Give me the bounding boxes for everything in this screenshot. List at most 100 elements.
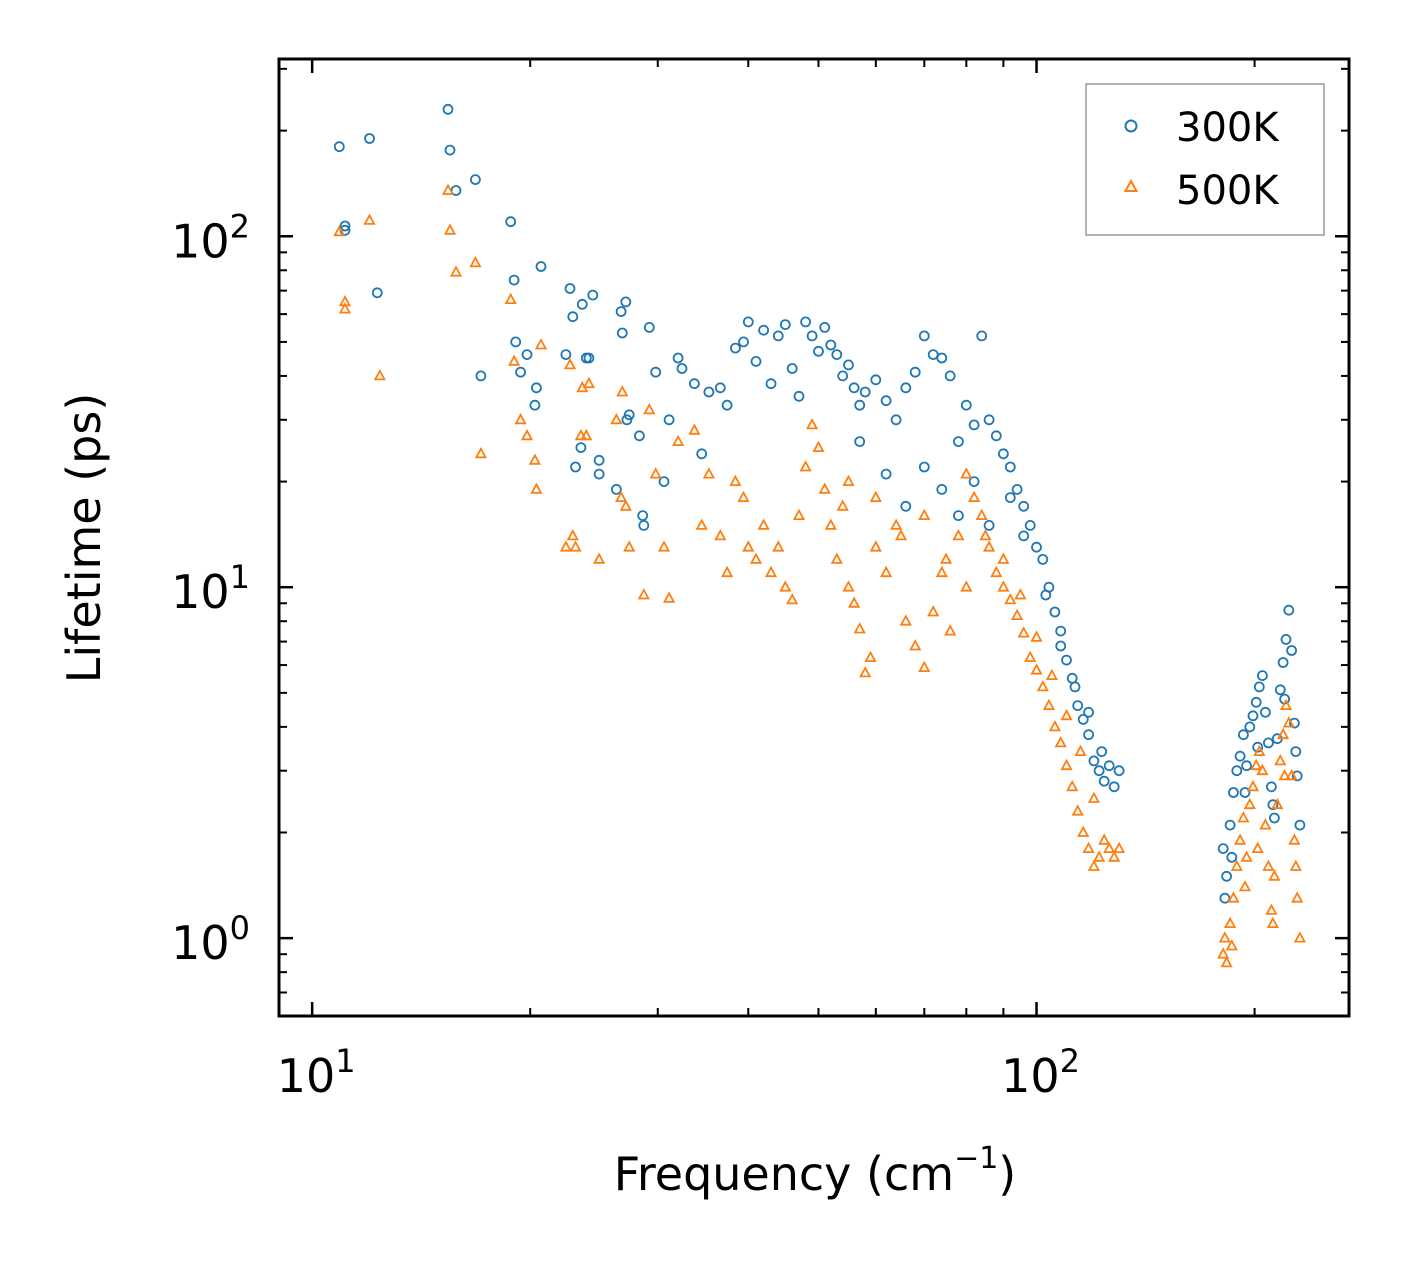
data-point-300k (650, 366, 662, 378)
data-point-300k (1257, 670, 1268, 681)
data-point-500k (853, 622, 866, 634)
data-point-500k (786, 593, 799, 605)
data-point-500k (520, 428, 534, 441)
data-point-500k (749, 552, 763, 564)
data-point-300k (611, 483, 622, 495)
data-point-300k (837, 370, 849, 382)
data-point-500k (1246, 779, 1260, 792)
data-point-500k (1274, 754, 1287, 766)
data-point-500k (1108, 850, 1121, 862)
data-point-300k (1289, 717, 1300, 729)
data-point-500k (960, 467, 973, 479)
data-point-300k (1018, 530, 1030, 542)
x-tick-label-exp: 1 (335, 1042, 355, 1080)
data-point-500k (939, 552, 953, 564)
data-point-500k (918, 660, 931, 672)
data-point-300k (616, 327, 628, 339)
data-point-300k (1267, 799, 1279, 811)
y-tick-label-base: 10 (171, 916, 230, 970)
data-point-500k (1256, 763, 1269, 776)
y-tick-label: 102 (171, 207, 250, 268)
data-point-300k (469, 174, 481, 186)
data-point-300k (1250, 696, 1262, 708)
data-point-300k (900, 382, 912, 394)
data-point-500k (1282, 716, 1295, 728)
data-point-500k (614, 490, 628, 503)
data-point-500k (441, 183, 455, 195)
data-point-500k (449, 265, 463, 277)
data-point-500k (1087, 859, 1101, 871)
data-point-500k (764, 565, 778, 578)
data-point-500k (363, 213, 376, 225)
data-point-500k (1112, 841, 1126, 853)
data-point-300k (696, 448, 708, 460)
data-point-300k (1283, 604, 1295, 616)
data-point-300k (983, 414, 995, 426)
data-point-300k (1277, 657, 1289, 668)
data-point-500k (559, 540, 573, 552)
data-point-500k (566, 529, 579, 541)
data-point-300k (1037, 554, 1049, 565)
data-point-500k (610, 412, 623, 425)
data-point-500k (805, 418, 819, 430)
data-point-300k (1290, 746, 1302, 757)
data-point-300k (535, 261, 547, 272)
data-point-300k (806, 330, 818, 342)
data-point-300k (990, 430, 1002, 442)
y-tick-label: 101 (171, 558, 250, 619)
data-point-500k (1217, 947, 1230, 959)
data-point-300k (333, 141, 345, 153)
data-point-500k (657, 540, 671, 552)
data-point-500k (1291, 891, 1304, 903)
data-point-500k (1218, 931, 1232, 943)
data-point-500k (373, 369, 386, 381)
data-point-300k (1294, 819, 1306, 831)
data-point-500k (830, 552, 843, 564)
data-point-300k (1031, 541, 1042, 553)
data-point-300k (576, 298, 588, 310)
data-point-300k (1226, 851, 1238, 863)
x-tick-label-exp: 2 (1060, 1042, 1080, 1080)
data-point-500k (1045, 668, 1059, 680)
data-point-500k (1237, 811, 1250, 823)
x-tick-label-base: 10 (1001, 1049, 1060, 1103)
data-point-300k (779, 319, 791, 331)
legend-label-500k: 500K (1176, 168, 1280, 214)
data-point-300k (890, 414, 902, 426)
data-point-300k (742, 316, 754, 328)
data-point-500k (737, 490, 750, 503)
x-axis-title-main: Frequency (cm (614, 1147, 954, 1201)
data-point-500k (812, 440, 825, 453)
x-axis-title-close: ) (998, 1147, 1016, 1201)
data-point-500k (1220, 956, 1233, 968)
data-point-500k (1024, 650, 1037, 662)
data-point-300k (880, 468, 892, 480)
data-point-500k (563, 358, 577, 370)
data-point-300k (587, 289, 599, 301)
data-point-500k (1285, 769, 1298, 781)
data-point-300k (859, 386, 871, 398)
data-point-500k (695, 518, 708, 530)
data-point-500k (1060, 708, 1073, 721)
data-point-500k (1266, 916, 1280, 928)
data-point-500k (1262, 859, 1275, 871)
series-500k (333, 183, 1307, 968)
data-point-500k (818, 482, 831, 494)
data-point-500k (1103, 841, 1116, 853)
data-point-300k (730, 342, 741, 354)
data-point-500k (1240, 850, 1253, 862)
data-point-500k (1077, 825, 1090, 837)
data-point-300k (1253, 681, 1265, 693)
data-point-300k (1234, 750, 1246, 762)
data-point-300k (936, 483, 948, 495)
data-point-300k (1224, 819, 1236, 831)
data-point-300k (953, 436, 964, 448)
data-point-300k (1286, 645, 1297, 656)
x-tick-label: 101 (277, 1042, 356, 1103)
data-point-300k (953, 510, 964, 521)
data-point-500k (649, 467, 662, 479)
data-point-500k (720, 565, 734, 578)
x-axis-title: Frequency (cm−1) (614, 1141, 1017, 1201)
y-tick-label-exp: 2 (230, 207, 250, 245)
data-point-500k (530, 482, 543, 494)
